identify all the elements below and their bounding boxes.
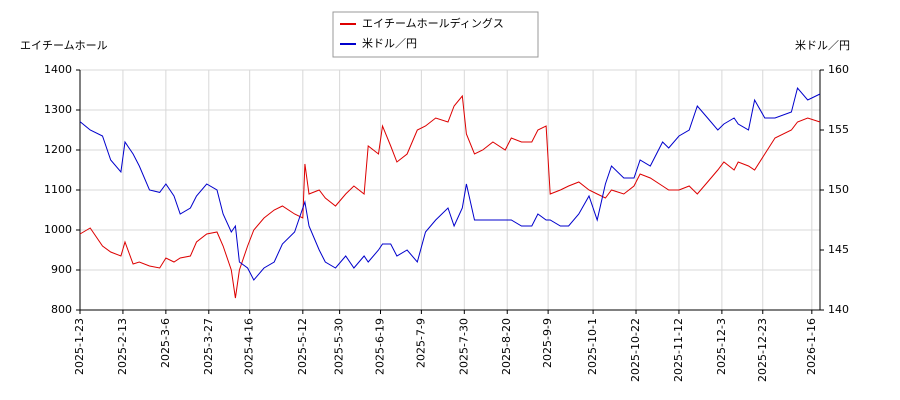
y2-tick-label: 145 xyxy=(828,243,849,256)
y-axis-label: エイチームホール xyxy=(20,39,108,52)
y-tick-label: 1100 xyxy=(44,183,72,196)
x-tick-label: 2025-2-13 xyxy=(116,318,129,375)
y-tick-label: 1000 xyxy=(44,223,72,236)
x-tick-label: 2026-1-16 xyxy=(805,318,818,375)
x-tick-label: 2025-5-12 xyxy=(296,318,309,375)
y-tick-label: 1400 xyxy=(44,63,72,76)
y2-tick-label: 160 xyxy=(828,63,849,76)
x-tick-label: 2025-12-3 xyxy=(715,318,728,375)
y-tick-label: 800 xyxy=(51,303,72,316)
x-tick-label: 2025-5-30 xyxy=(333,318,346,375)
x-tick-label: 2025-7-30 xyxy=(457,318,470,375)
x-tick-label: 2025-7-9 xyxy=(414,318,427,368)
x-tick-label: 2025-11-12 xyxy=(672,318,685,382)
legend-label: 米ドル／円 xyxy=(362,37,417,50)
y2-tick-label: 150 xyxy=(828,183,849,196)
y-tick-label: 1200 xyxy=(44,143,72,156)
x-tick-label: 2025-10-22 xyxy=(629,318,642,382)
y2-tick-label: 140 xyxy=(828,303,849,316)
x-tick-label: 2025-1-23 xyxy=(73,318,86,375)
series-line xyxy=(79,86,821,281)
y-tick-label: 1300 xyxy=(44,103,72,116)
x-tick-label: 2025-12-23 xyxy=(756,318,769,382)
x-tick-label: 2025-3-27 xyxy=(202,318,215,375)
legend-box xyxy=(332,11,539,58)
series-line xyxy=(79,94,821,299)
x-tick-label: 2025-3-6 xyxy=(159,318,172,368)
x-tick-label: 2025-6-19 xyxy=(373,318,386,375)
x-tick-label: 2025-10-1 xyxy=(586,318,599,375)
x-tick-label: 2025-8-20 xyxy=(500,318,513,375)
y-tick-label: 900 xyxy=(51,263,72,276)
y2-axis-label: 米ドル／円 xyxy=(795,39,850,52)
y2-tick-label: 155 xyxy=(828,123,849,136)
x-tick-label: 2025-4-16 xyxy=(243,318,256,375)
legend-label: エイチームホールディングス xyxy=(362,16,504,30)
x-tick-label: 2025-9-9 xyxy=(541,318,554,368)
